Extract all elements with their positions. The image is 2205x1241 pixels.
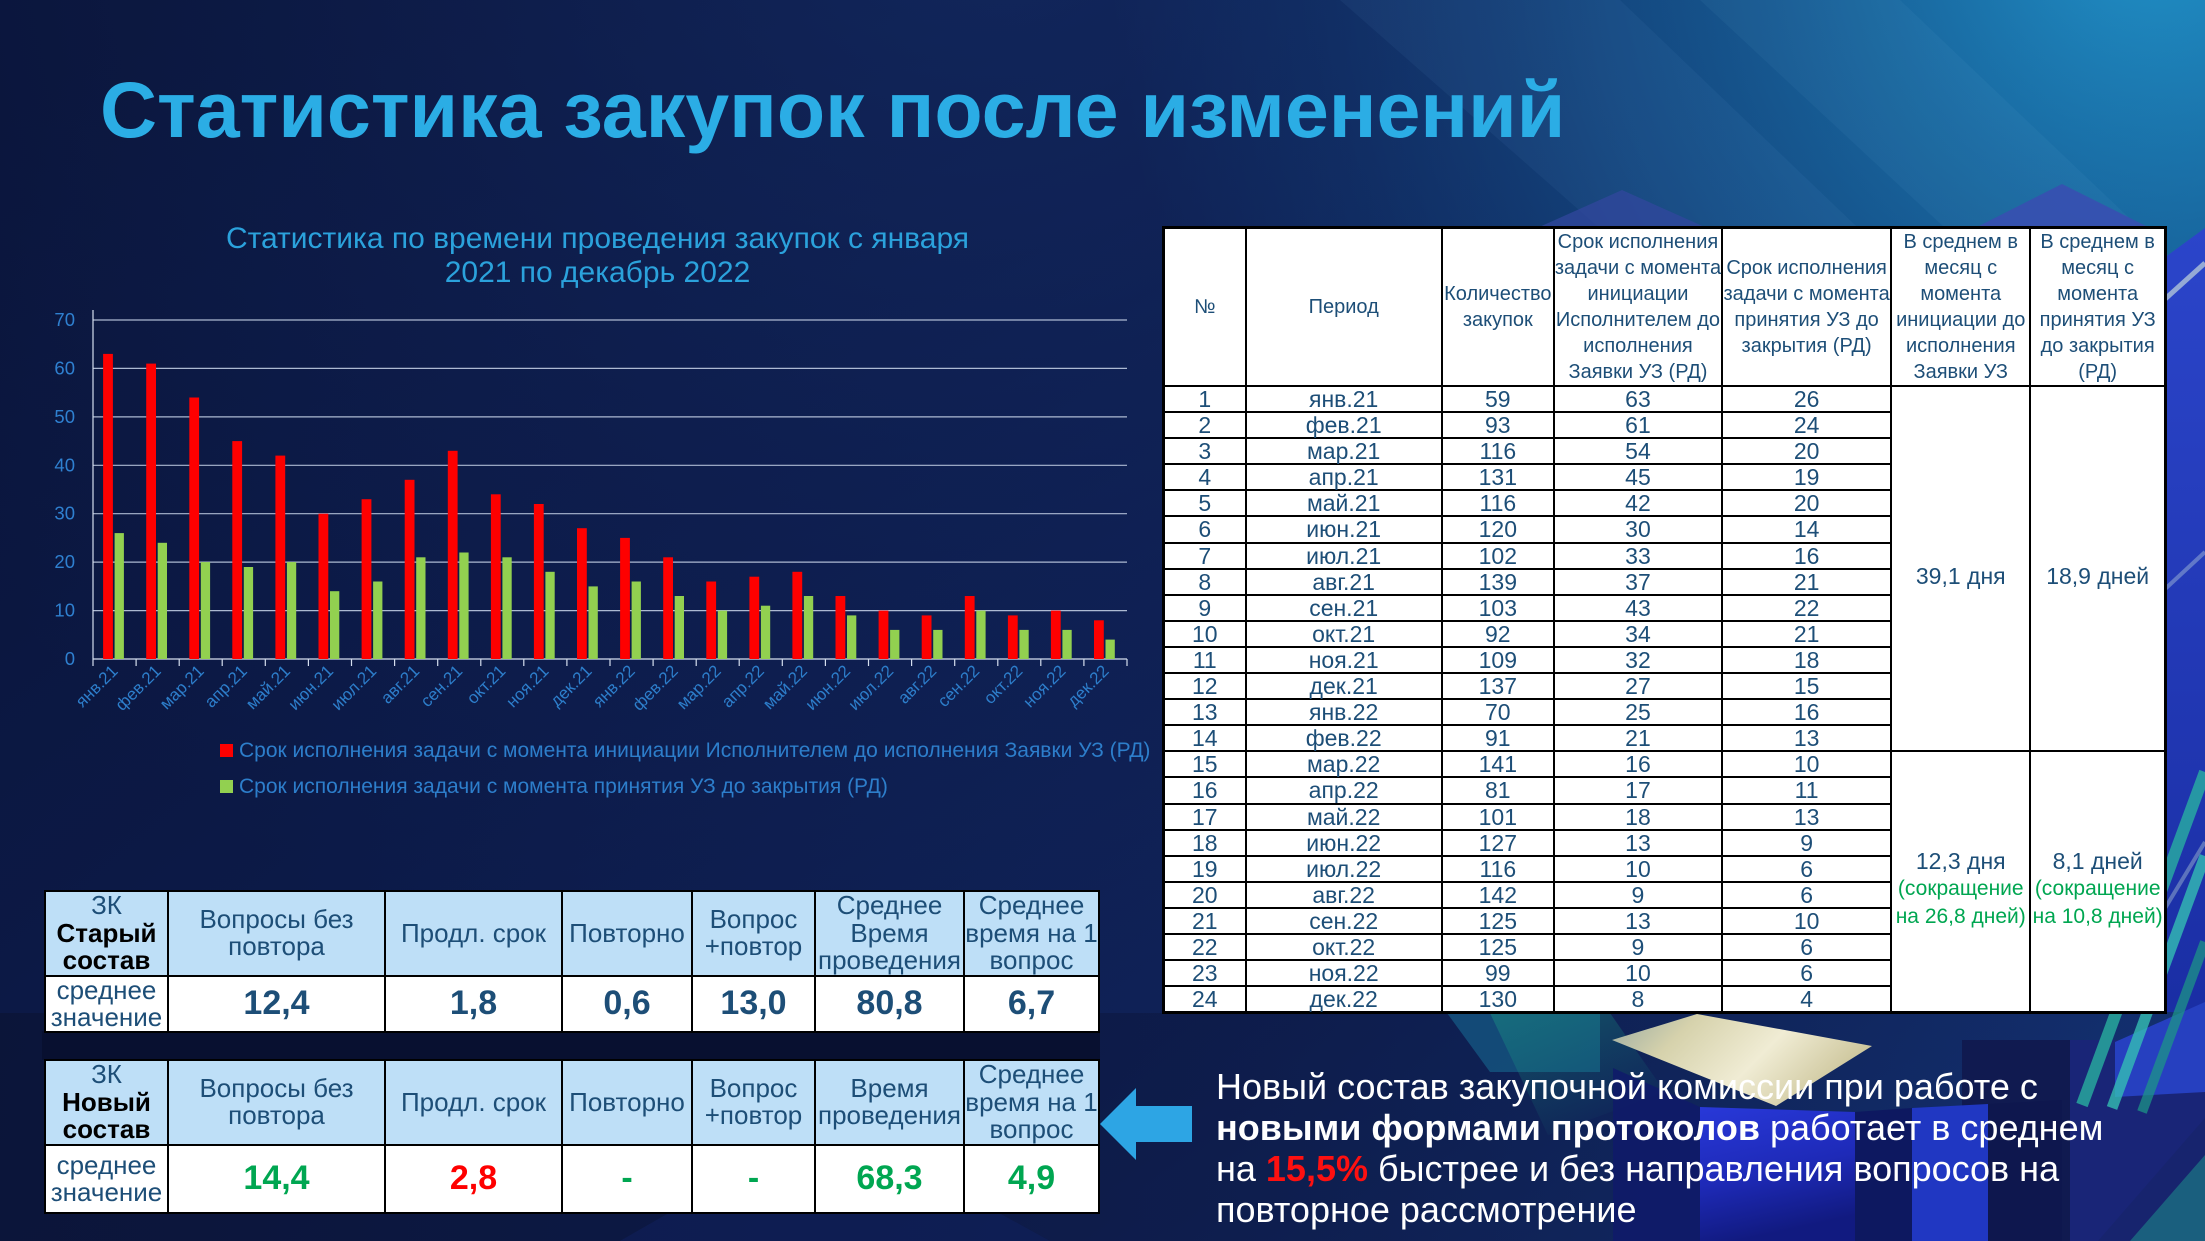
- svg-text:сен.22: сен.22: [934, 661, 983, 710]
- svg-text:мар.22: мар.22: [673, 661, 725, 713]
- svg-text:апр.21: апр.21: [201, 661, 251, 711]
- svg-text:фев.22: фев.22: [629, 661, 682, 714]
- svg-text:окт.21: окт.21: [463, 661, 509, 707]
- svg-text:10: 10: [54, 600, 75, 621]
- svg-text:июн.21: июн.21: [285, 661, 338, 714]
- svg-text:авг.21: авг.21: [377, 661, 423, 707]
- svg-text:июн.22: июн.22: [802, 661, 855, 714]
- svg-text:ноя.21: ноя.21: [503, 661, 553, 711]
- svg-text:40: 40: [54, 454, 75, 475]
- svg-text:дек.21: дек.21: [547, 661, 596, 710]
- svg-text:май.22: май.22: [759, 661, 811, 713]
- svg-text:70: 70: [54, 309, 75, 330]
- svg-text:20: 20: [54, 551, 75, 572]
- svg-text:фев.21: фев.21: [112, 661, 165, 714]
- svg-text:0: 0: [65, 648, 75, 669]
- svg-text:июл.21: июл.21: [328, 661, 381, 714]
- svg-text:60: 60: [54, 357, 75, 378]
- svg-text:50: 50: [54, 406, 75, 427]
- svg-text:окт.22: окт.22: [980, 661, 1026, 707]
- svg-text:дек.22: дек.22: [1064, 661, 1113, 710]
- svg-text:30: 30: [54, 503, 75, 524]
- svg-text:июл.22: июл.22: [845, 661, 898, 714]
- svg-text:мар.21: мар.21: [156, 661, 208, 713]
- svg-text:апр.22: апр.22: [718, 661, 768, 711]
- svg-text:май.21: май.21: [242, 661, 294, 713]
- svg-text:ноя.22: ноя.22: [1020, 661, 1070, 711]
- svg-text:сен.21: сен.21: [417, 661, 466, 710]
- svg-text:авг.22: авг.22: [894, 661, 940, 707]
